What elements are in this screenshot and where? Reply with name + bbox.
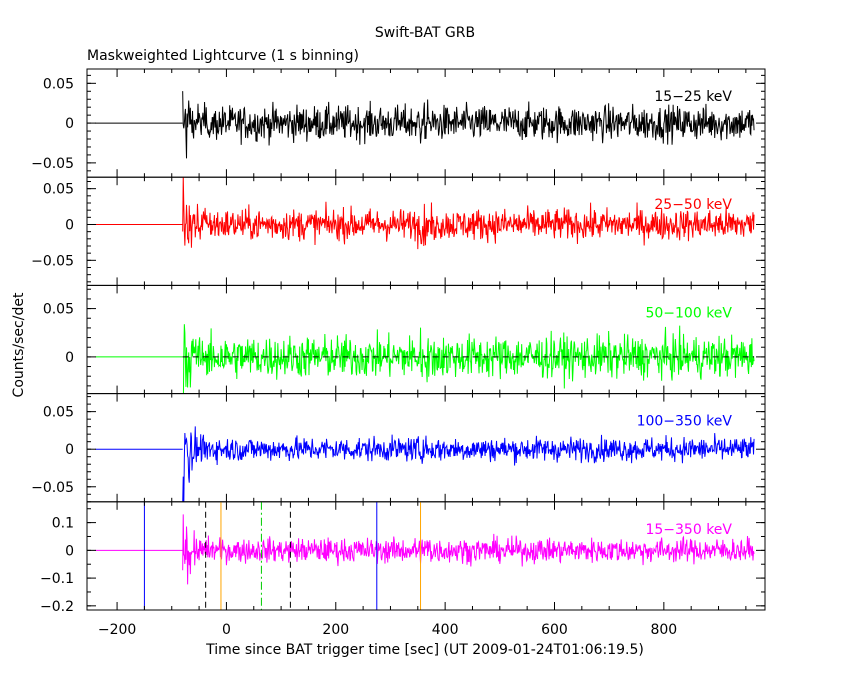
y-tick-label: 0.05	[43, 182, 74, 198]
band-label: 50−100 keV	[645, 305, 732, 321]
band-label: 25−50 keV	[654, 197, 732, 213]
band-label: 15−350 keV	[645, 522, 732, 538]
y-tick-label: 0	[65, 543, 74, 559]
series-group	[182, 514, 755, 585]
y-axis-label: Counts/sec/det	[11, 292, 27, 397]
band-label: 100−350 keV	[637, 414, 733, 430]
series-line	[182, 324, 755, 394]
series-line	[182, 426, 755, 502]
x-tick-label: 600	[541, 622, 568, 638]
panel-50-100-kev: 0.05 0 50−100 keV	[43, 284, 766, 395]
y-tick-label: 0	[65, 217, 74, 233]
panel-frame	[86, 501, 766, 611]
panel-25-50-kev: 0.05 0 −0.05 25−50 keV	[31, 176, 766, 286]
chart-subtitle: Maskweighted Lightcurve (1 s binning)	[87, 48, 359, 64]
chart-title: Swift-BAT GRB	[375, 25, 475, 41]
x-tick-label: 0	[222, 622, 231, 638]
series-group	[182, 324, 755, 394]
series-group	[182, 177, 755, 250]
y-tick-label: −0.2	[40, 599, 74, 615]
y-tick-label: 0.1	[52, 516, 74, 532]
panel-15-350-kev: 0.1 0 −0.1 −0.2 15−350 keV	[40, 501, 766, 615]
x-tick-label: 200	[322, 622, 349, 638]
series-group	[182, 426, 755, 502]
panel-frame	[86, 284, 766, 395]
panel-frame	[86, 68, 766, 178]
series-group	[182, 91, 755, 159]
y-tick-label: 0.05	[43, 76, 74, 92]
series-line	[182, 177, 755, 250]
x-tick-label: 400	[432, 622, 459, 638]
y-tick-label: −0.05	[31, 480, 74, 496]
y-tick-label: −0.05	[31, 156, 74, 172]
x-tick-label: 800	[650, 622, 677, 638]
panel-100-350-kev: 0.05 0 −0.05 100−350 keV	[31, 393, 766, 503]
x-tick-label: −200	[98, 622, 136, 638]
series-line	[182, 91, 755, 159]
band-label: 15−25 keV	[654, 89, 732, 105]
y-tick-label: −0.05	[31, 253, 74, 269]
y-tick-label: −0.1	[40, 571, 74, 587]
y-tick-label: 0	[65, 350, 74, 366]
y-tick-label: 0.05	[43, 302, 74, 318]
x-axis-label: Time since BAT trigger time [sec] (UT 20…	[205, 642, 644, 658]
y-tick-label: 0.05	[43, 405, 74, 421]
panel-15-25-kev: 0.05 0 −0.05 15−25 keV	[31, 68, 766, 178]
y-tick-label: 0	[65, 116, 74, 132]
y-tick-label: 0	[65, 442, 74, 458]
series-line	[182, 514, 755, 585]
